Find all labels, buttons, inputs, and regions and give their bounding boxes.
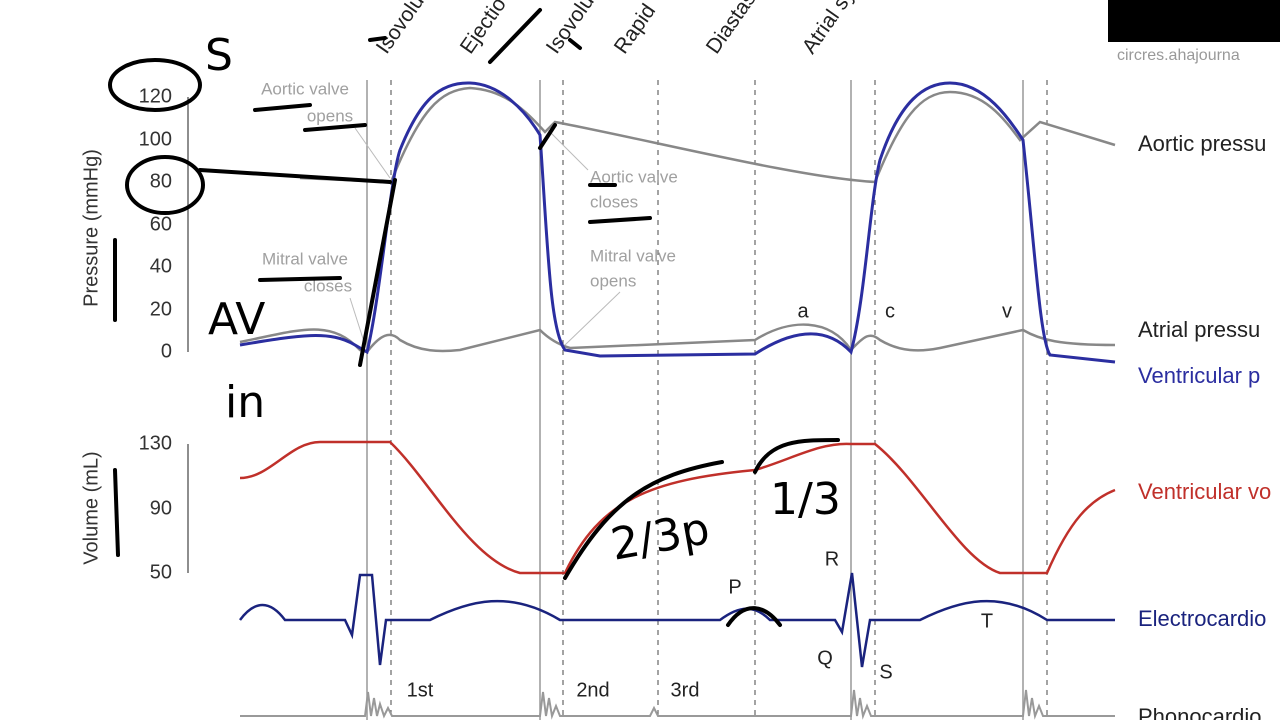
trace-label: Phonocardio — [1138, 704, 1262, 720]
ecg-trace — [239, 572, 1115, 668]
sound-label: 1st — [407, 679, 434, 701]
phono-trace — [240, 689, 1115, 720]
event-label: Aortic valve — [261, 79, 349, 98]
trace-label: Atrial pressu — [1138, 317, 1260, 342]
event-label: closes — [590, 192, 638, 211]
event-label: opens — [590, 271, 636, 290]
tick-label: 90 — [150, 497, 172, 519]
valve-events: Aortic valve opens Mitral valve closes A… — [261, 79, 678, 346]
video-overlay — [1108, 0, 1280, 42]
handwritten-text: 1/3 — [770, 474, 841, 525]
leader-line — [349, 297, 366, 346]
tick-label: 100 — [139, 128, 172, 150]
volume-trace — [239, 440, 1116, 575]
handwritten-text: AV — [208, 294, 265, 345]
wave-label: P — [728, 576, 741, 598]
tick-label: 50 — [150, 561, 172, 583]
tick-label: 120 — [139, 85, 172, 107]
wave-label: a — [797, 300, 809, 322]
phase-lines — [366, 80, 1048, 720]
volume-axis-label: Volume (mL) — [80, 451, 102, 564]
sound-label: 2nd — [576, 679, 609, 701]
event-label: Aortic valve — [590, 167, 678, 186]
trace-label: Electrocardio — [1138, 606, 1266, 631]
handwritten-text: in — [225, 377, 265, 428]
sound-label: 3rd — [671, 679, 700, 701]
wave-label: c — [885, 300, 895, 322]
tick-label: 0 — [161, 340, 172, 362]
event-label: Mitral valve — [262, 249, 348, 268]
wave-label: v — [1002, 300, 1012, 322]
wave-label: T — [981, 610, 993, 632]
tick-label: 130 — [139, 432, 172, 454]
tick-label: 80 — [150, 170, 172, 192]
event-label: Mitral valve — [590, 246, 676, 265]
wave-label: Q — [817, 647, 833, 669]
aortic-trace — [299, 86, 1116, 184]
leader-line — [564, 291, 621, 346]
handwritten-text: S — [205, 30, 233, 81]
pressure-axis-label: Pressure (mmHg) — [80, 149, 102, 307]
wave-label: S — [879, 661, 892, 683]
wave-label: R — [825, 548, 839, 570]
leader-line — [354, 127, 391, 179]
ink-circle — [125, 155, 205, 215]
tick-label: 20 — [150, 298, 172, 320]
tick-label: 40 — [150, 255, 172, 277]
trace-label: Ventricular p — [1138, 363, 1260, 388]
event-label: closes — [304, 276, 352, 295]
leader-line — [547, 129, 589, 171]
source: circres.ahajourna — [1117, 47, 1240, 64]
tick-label: 60 — [150, 213, 172, 235]
event-label: opens — [307, 106, 353, 125]
ink-circle — [108, 58, 202, 112]
ink-strokes — [113, 8, 840, 627]
trace-label: Ventricular vo — [1138, 479, 1271, 504]
trace-label: Aortic pressu — [1138, 131, 1266, 156]
trace-labels: Aortic pressu Atrial pressu Ventricular … — [1138, 131, 1271, 720]
